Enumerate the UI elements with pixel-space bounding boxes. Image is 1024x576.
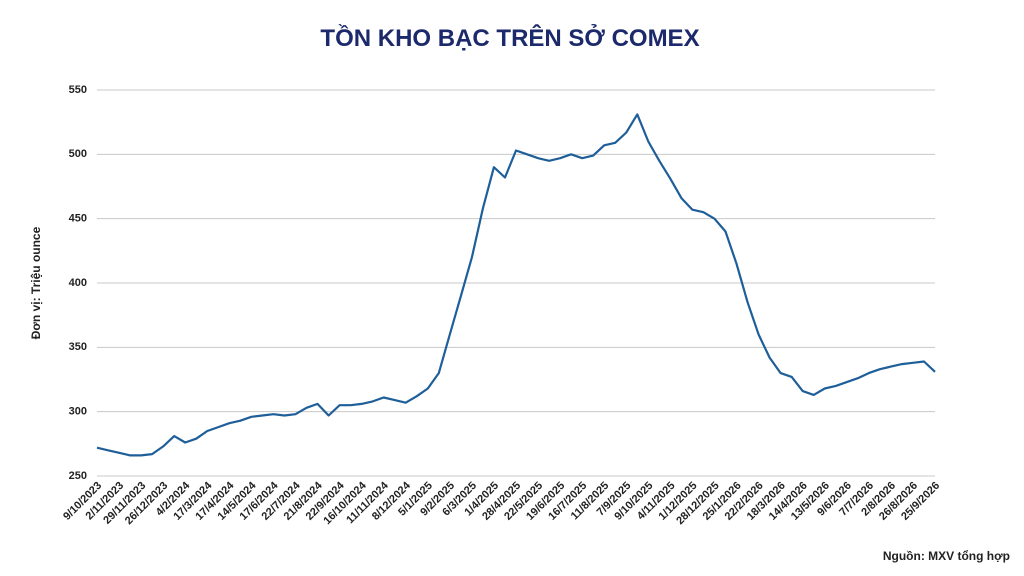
data-line [96, 113, 936, 457]
y-tick-label: 350 [69, 341, 87, 353]
y-tick-label: 500 [69, 148, 87, 160]
y-tick-label: 550 [69, 84, 87, 96]
source-note: Nguồn: MXV tổng hợp [883, 549, 1010, 563]
chart-title: TỒN KHO BẠC TRÊN SỞ COMEX [320, 23, 699, 52]
y-tick-label: 400 [69, 277, 87, 289]
y-tick-label: 450 [69, 213, 87, 225]
y-axis-label: Đơn vị: Triệu ounce [29, 226, 43, 339]
y-tick-label: 250 [69, 470, 87, 482]
y-tick-label: 300 [69, 406, 87, 418]
